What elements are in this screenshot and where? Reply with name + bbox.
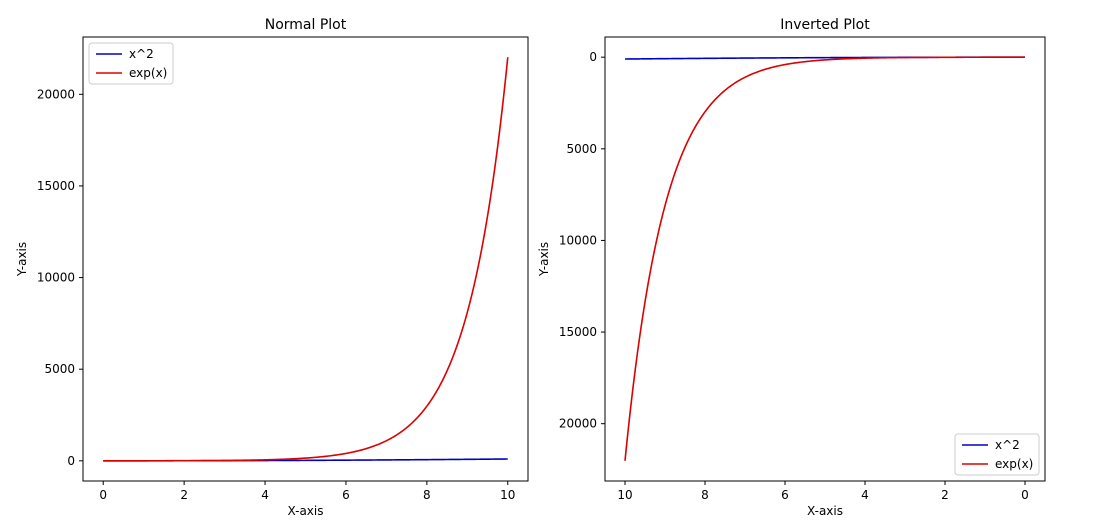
x-tick-label: 10 [617, 488, 632, 502]
legend: x^2 exp(x) [954, 433, 1040, 476]
chart-title: Normal Plot [265, 17, 347, 33]
y-tick-label: 5000 [44, 362, 75, 376]
x-axis-label: X-axis [807, 504, 843, 518]
x-tick-label: 0 [1021, 488, 1029, 502]
y-axis-label: Y-axis [15, 242, 29, 277]
x-tick-label: 8 [423, 488, 431, 502]
legend-label-exp-x: exp(x) [129, 66, 167, 80]
x-tick-label: 10 [500, 488, 515, 502]
normal-plot-panel: Normal Plot 0 2 4 6 8 10 0 5000 10000 15000 20000 X-… [15, 17, 529, 518]
y-tick-label: 20000 [559, 417, 597, 431]
plot-frame [82, 36, 529, 482]
legend-label-x-2: x^2 [995, 438, 1020, 452]
y-tick-label: 5000 [566, 142, 597, 156]
x-tick-label: 6 [342, 488, 350, 502]
y-tick-label: 15000 [37, 179, 75, 193]
x-tick-label: 0 [99, 488, 107, 502]
x-tick-label: 8 [701, 488, 709, 502]
y-tick-label: 0 [589, 50, 597, 64]
legend-label-x-2: x^2 [129, 47, 154, 61]
x-axis-label: X-axis [288, 504, 324, 518]
legend: x^2 exp(x) [88, 42, 174, 85]
y-tick-label: 10000 [559, 233, 597, 247]
series-line-exp-x [103, 57, 509, 462]
x-tick-label: 4 [861, 488, 869, 502]
chart-title: Inverted Plot [780, 17, 870, 33]
series-line-exp-x [624, 56, 1025, 461]
series-group [624, 56, 1025, 461]
y-tick-label: 15000 [559, 325, 597, 339]
inverted-plot-panel: Inverted Plot 10 8 6 4 2 0 0 5000 10000 15000 20000… [537, 17, 1046, 518]
x-tick-label: 2 [180, 488, 188, 502]
x-tick-label: 6 [781, 488, 789, 502]
legend-label-exp-x: exp(x) [995, 457, 1033, 471]
x-tick-label: 2 [941, 488, 949, 502]
y-tick-label: 0 [67, 454, 75, 468]
x-tick-label: 4 [261, 488, 269, 502]
y-tick-label: 10000 [37, 271, 75, 285]
y-tick-label: 20000 [37, 87, 75, 101]
plot-frame [604, 36, 1046, 482]
series-group [103, 57, 509, 462]
y-axis-label: Y-axis [537, 242, 551, 277]
